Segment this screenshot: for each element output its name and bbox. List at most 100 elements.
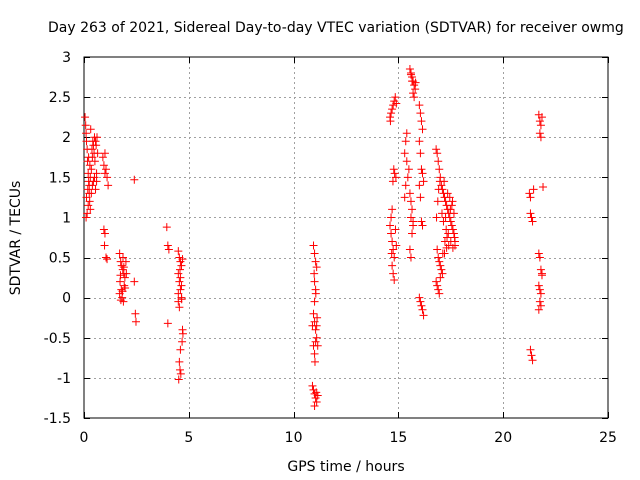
data-point	[410, 93, 419, 102]
data-point	[537, 113, 546, 122]
data-point	[175, 365, 184, 374]
data-point	[176, 273, 185, 282]
data-point	[435, 289, 444, 298]
data-point	[535, 117, 544, 126]
data-point	[418, 305, 427, 314]
data-point	[389, 269, 398, 278]
data-point	[401, 137, 410, 146]
data-point	[403, 173, 412, 182]
data-point	[404, 165, 413, 174]
data-point	[85, 161, 94, 170]
data-point	[415, 137, 424, 146]
data-point	[406, 213, 415, 222]
data-point	[534, 281, 543, 290]
data-point	[446, 205, 455, 214]
data-point	[313, 313, 322, 322]
data-point	[312, 263, 321, 272]
data-point	[419, 311, 428, 320]
data-point	[81, 121, 90, 130]
data-point	[409, 217, 418, 226]
data-point	[440, 177, 449, 186]
data-point	[174, 269, 183, 278]
data-point	[387, 109, 396, 118]
data-point	[176, 345, 185, 354]
data-point	[83, 185, 92, 194]
data-points	[81, 65, 548, 410]
data-point	[103, 173, 112, 182]
data-point	[387, 249, 396, 258]
data-point	[437, 265, 446, 274]
x-tick-label: 20	[494, 430, 512, 446]
data-point	[391, 173, 400, 182]
data-point	[401, 181, 410, 190]
data-point	[308, 321, 317, 330]
data-point	[88, 181, 97, 190]
data-point	[175, 303, 184, 312]
data-point	[526, 209, 535, 218]
data-point	[119, 263, 128, 272]
data-point	[417, 165, 426, 174]
data-point	[408, 205, 417, 214]
data-point	[434, 185, 443, 194]
data-point	[116, 271, 125, 280]
data-point	[100, 149, 109, 158]
data-point	[436, 273, 445, 282]
data-point	[312, 397, 321, 406]
data-point	[388, 261, 397, 270]
data-point	[434, 253, 443, 262]
data-point	[534, 305, 543, 314]
data-point	[100, 241, 109, 250]
data-point	[87, 145, 96, 154]
data-point	[527, 213, 536, 222]
data-point	[92, 169, 101, 178]
data-point	[100, 169, 109, 178]
data-point	[390, 276, 399, 285]
x-tick-labels: 0 5 10 15 20 25	[80, 430, 617, 446]
data-point	[177, 295, 186, 304]
data-point	[175, 265, 184, 274]
data-point	[417, 217, 426, 226]
data-point	[417, 301, 426, 310]
data-point	[535, 297, 544, 306]
data-point	[435, 165, 444, 174]
data-point	[174, 375, 183, 384]
data-point	[174, 247, 183, 256]
data-point	[406, 197, 415, 206]
data-point	[87, 189, 96, 198]
data-point	[390, 169, 399, 178]
data-point	[313, 341, 322, 350]
y-tick-label: 3	[62, 50, 71, 66]
x-tick-label: 25	[599, 430, 617, 446]
data-point	[86, 125, 95, 134]
data-point	[391, 225, 400, 234]
data-point	[310, 357, 319, 366]
data-point	[527, 351, 536, 360]
data-point	[164, 245, 173, 254]
data-point	[400, 193, 409, 202]
data-point	[392, 241, 401, 250]
y-tick-label: 2	[62, 130, 71, 146]
data-point	[91, 185, 100, 194]
data-point	[389, 165, 398, 174]
data-point	[433, 281, 442, 290]
y-tick-label: 1	[62, 210, 71, 226]
data-point	[529, 185, 538, 194]
data-point	[449, 209, 458, 218]
data-point	[83, 209, 92, 218]
data-point	[388, 205, 397, 214]
data-point	[388, 105, 397, 114]
data-point	[448, 197, 457, 206]
data-point	[388, 177, 397, 186]
data-point	[88, 137, 97, 146]
data-point	[116, 296, 125, 305]
data-point	[447, 201, 456, 210]
data-point	[536, 265, 545, 274]
data-point	[419, 177, 428, 186]
data-point	[434, 157, 443, 166]
data-point	[450, 241, 459, 250]
data-point	[310, 349, 319, 358]
data-point	[308, 381, 317, 390]
data-point	[389, 245, 398, 254]
data-point	[418, 169, 427, 178]
data-point	[130, 175, 139, 184]
